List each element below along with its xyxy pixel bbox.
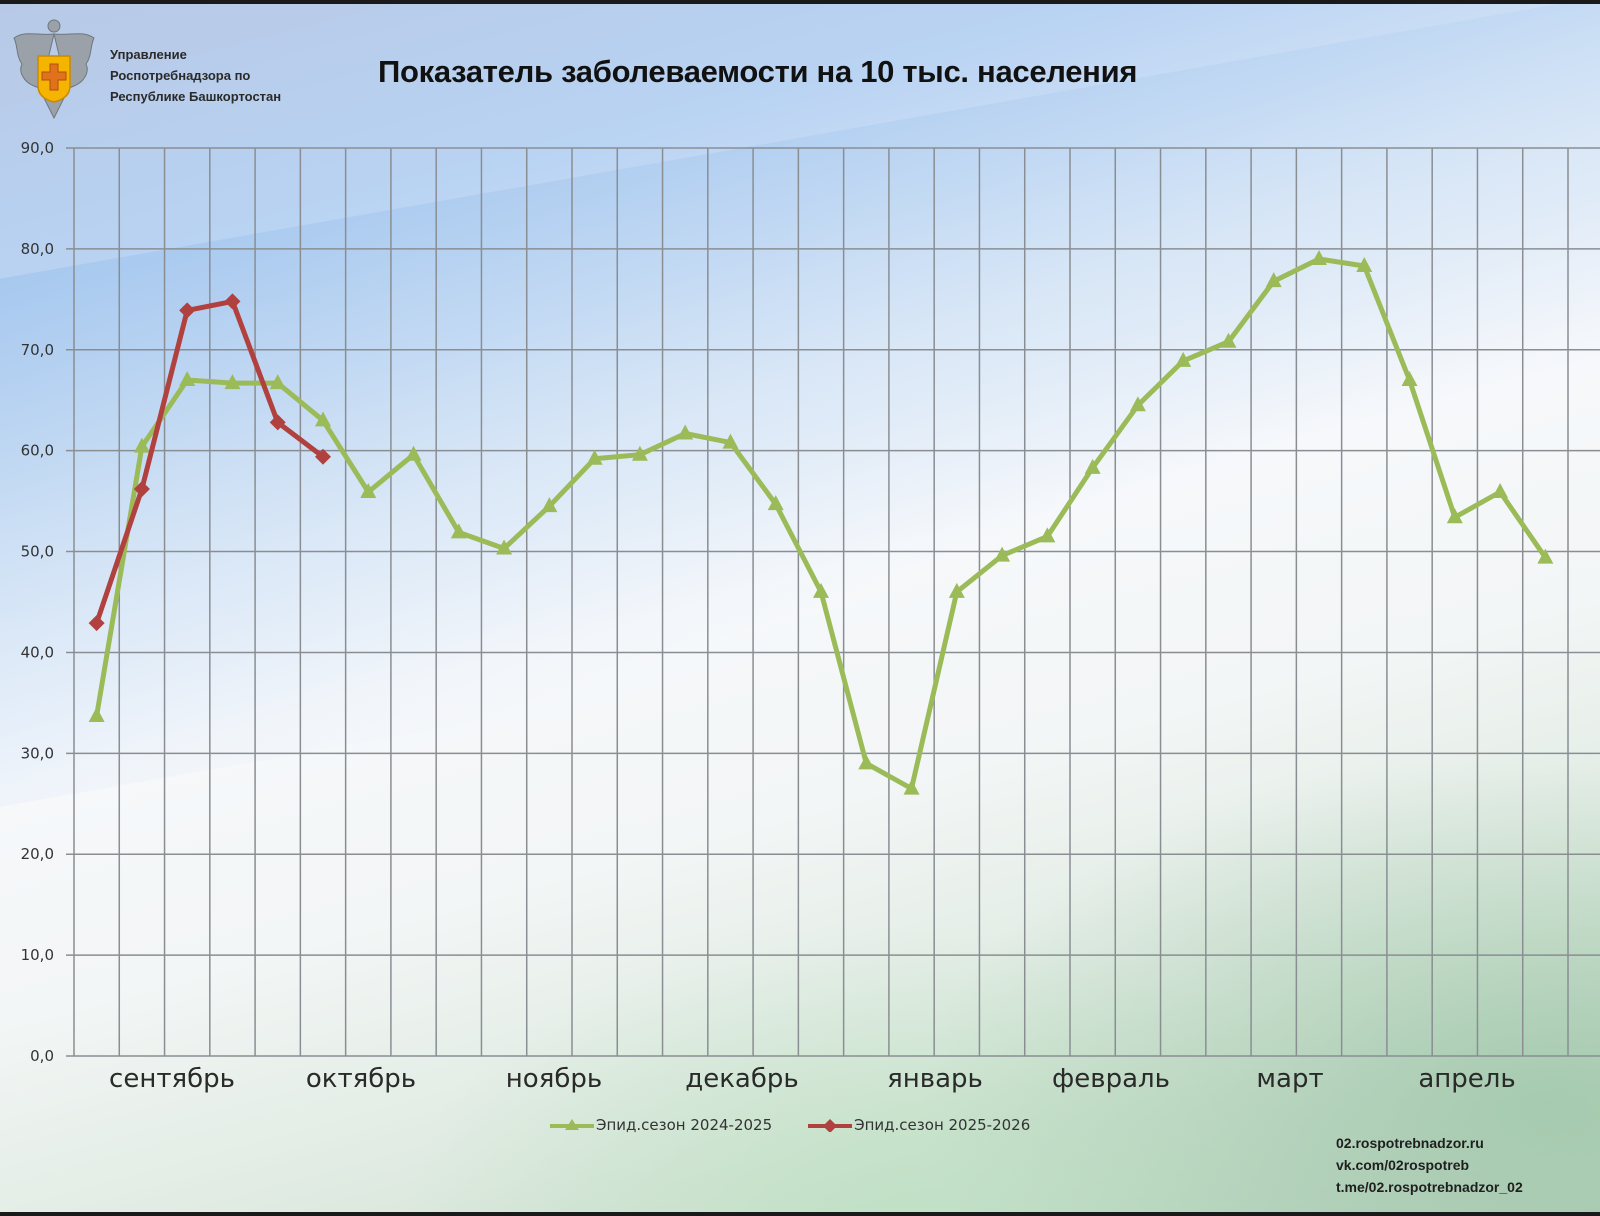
triangle-marker-icon xyxy=(1537,548,1554,564)
x-month-label: ноябрь xyxy=(506,1064,602,1094)
y-tick-label: 50,0 xyxy=(21,543,54,561)
triangle-marker-icon xyxy=(1446,508,1463,524)
triangle-marker-icon xyxy=(269,374,286,390)
diamond-marker-icon xyxy=(315,448,331,465)
triangle-marker-icon xyxy=(722,433,739,449)
y-axis: 0,0 10,0 20,0 30,0 40,0 50,0 60,0 70,0 80,0 90,0 xyxy=(21,139,54,1065)
triangle-marker-icon xyxy=(541,497,558,513)
diamond-marker-icon xyxy=(179,302,196,319)
y-tick-label: 60,0 xyxy=(21,442,54,460)
triangle-marker-icon xyxy=(133,437,150,453)
slide-background: Управление Роспотребнадзора по Республик… xyxy=(0,4,1600,1212)
diamond-marker-icon xyxy=(224,293,241,310)
x-month-label: декабрь xyxy=(685,1064,798,1094)
triangle-marker-icon xyxy=(1175,351,1192,367)
triangle-marker-icon xyxy=(1356,257,1373,273)
chart-grid xyxy=(66,147,1600,1057)
triangle-marker-icon xyxy=(224,374,241,390)
chart-title: Показатель заболеваемости на 10 тыс. нас… xyxy=(378,54,1138,89)
triangle-marker-icon xyxy=(858,754,875,770)
y-tick-label: 90,0 xyxy=(21,139,54,157)
y-tick-label: 20,0 xyxy=(21,845,54,863)
triangle-marker-icon xyxy=(948,582,965,598)
triangle-marker-icon xyxy=(1492,483,1509,499)
x-month-label: март xyxy=(1256,1064,1323,1094)
diamond-marker-icon xyxy=(269,414,286,431)
triangle-marker-icon xyxy=(767,495,784,511)
triangle-marker-icon xyxy=(631,445,648,461)
x-month-label: январь xyxy=(887,1064,983,1094)
y-tick-label: 80,0 xyxy=(21,240,54,258)
chart-series xyxy=(88,249,1554,795)
series-line xyxy=(94,298,325,624)
triangle-marker-icon xyxy=(1129,396,1146,412)
triangle-marker-icon xyxy=(88,707,105,723)
series-line xyxy=(94,256,1548,792)
legend-item-2024-2025: Эпид.сезон 2024-2025 xyxy=(550,1116,772,1134)
x-axis-months: сентябрь октябрь ноябрь декабрь январь феврал… xyxy=(109,1064,1516,1094)
x-month-label: сентябрь xyxy=(109,1064,235,1094)
triangle-marker-icon xyxy=(360,483,377,499)
triangle-marker-icon xyxy=(1084,458,1101,474)
triangle-marker-icon xyxy=(496,539,513,555)
triangle-marker-icon xyxy=(586,449,603,465)
vk-link[interactable]: vk.com/02rospotreb xyxy=(1336,1157,1470,1173)
chart-legend: Эпид.сезон 2024-2025 Эпид.сезон 2025-202… xyxy=(550,1116,1030,1134)
triangle-marker-icon xyxy=(994,546,1011,562)
x-month-label: октябрь xyxy=(306,1064,416,1094)
legend-label-2024-2025: Эпид.сезон 2024-2025 xyxy=(596,1116,773,1134)
website-link[interactable]: 02.rospotrebnadzor.ru xyxy=(1336,1135,1484,1151)
triangle-marker-icon xyxy=(1311,249,1327,265)
triangle-marker-icon xyxy=(1220,332,1237,348)
diamond-marker-icon xyxy=(133,481,150,498)
triangle-marker-icon xyxy=(1039,527,1056,543)
footer-links: 02.rospotrebnadzor.ru vk.com/02rospotreb… xyxy=(1336,1132,1523,1198)
organization-name: Управление Роспотребнадзора по Республик… xyxy=(110,44,281,107)
legend-label-2025-2026: Эпид.сезон 2025-2026 xyxy=(854,1116,1031,1134)
y-tick-label: 0,0 xyxy=(30,1047,54,1065)
y-tick-label: 40,0 xyxy=(21,643,54,661)
telegram-link[interactable]: t.me/02.rospotrebnadzor_02 xyxy=(1336,1179,1523,1195)
org-line-3: Республике Башкортостан xyxy=(110,89,282,104)
triangle-marker-icon xyxy=(903,779,920,795)
triangle-marker-icon xyxy=(677,424,694,440)
org-line-1: Управление xyxy=(110,47,187,62)
y-tick-label: 30,0 xyxy=(21,744,54,762)
series-2024-2025 xyxy=(88,249,1554,795)
series-2025-2026 xyxy=(88,293,331,632)
diamond-marker-icon xyxy=(808,1119,853,1132)
triangle-marker-icon xyxy=(450,523,467,539)
triangle-marker-icon xyxy=(315,411,331,427)
triangle-marker-icon xyxy=(550,1119,594,1130)
triangle-marker-icon xyxy=(813,582,829,598)
y-tick-label: 10,0 xyxy=(21,946,54,964)
triangle-marker-icon xyxy=(1265,272,1282,288)
x-month-label: апрель xyxy=(1418,1064,1515,1094)
diamond-marker-icon xyxy=(88,615,105,632)
eagle-emblem-icon xyxy=(8,16,100,124)
legend-item-2025-2026: Эпид.сезон 2025-2026 xyxy=(808,1116,1030,1134)
triangle-marker-icon xyxy=(1401,371,1418,387)
y-tick-label: 70,0 xyxy=(21,341,54,359)
org-line-2: Роспотребнадзора по xyxy=(110,68,251,83)
triangle-marker-icon xyxy=(179,371,196,387)
triangle-marker-icon xyxy=(405,445,422,461)
x-month-label: февраль xyxy=(1052,1064,1170,1094)
